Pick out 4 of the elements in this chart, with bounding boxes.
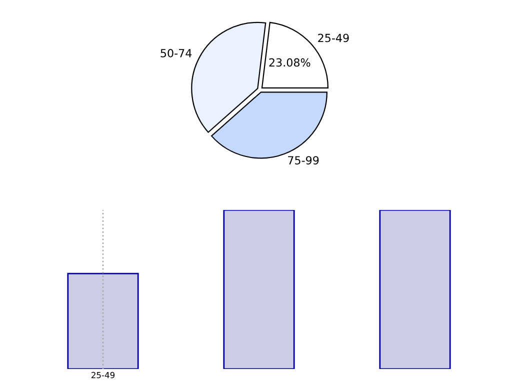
slice-label: 25-49 (318, 34, 349, 42)
slice-label: 50-74 (160, 48, 192, 58)
data-label: 23.08% (269, 58, 310, 67)
slice-label: 75-99 (288, 156, 319, 165)
